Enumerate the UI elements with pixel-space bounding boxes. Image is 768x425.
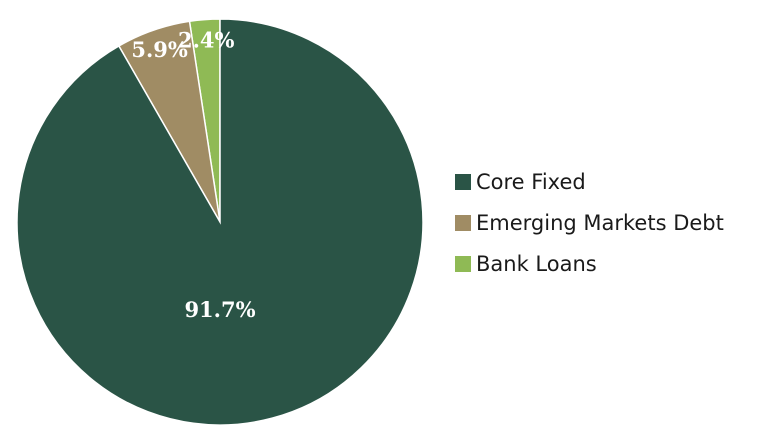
slice-value-label: 91.7% <box>184 297 255 322</box>
pie-slices <box>16 18 424 425</box>
slice-value-label: 5.9% <box>131 37 188 62</box>
legend-label: Core Fixed <box>476 170 586 194</box>
legend-swatch <box>455 215 471 231</box>
pie-value-labels: 91.7% 5.9%2.4% <box>131 28 255 322</box>
legend-label: Bank Loans <box>476 252 597 276</box>
legend: Core Fixed Emerging Markets Debt Bank Loan… <box>455 170 724 276</box>
legend-swatch <box>455 174 471 190</box>
legend-label: Emerging Markets Debt <box>476 211 724 235</box>
slice-value-label: 2.4% <box>178 28 235 53</box>
legend-swatch <box>455 256 471 272</box>
pie-slice-core-fixed <box>16 18 424 425</box>
